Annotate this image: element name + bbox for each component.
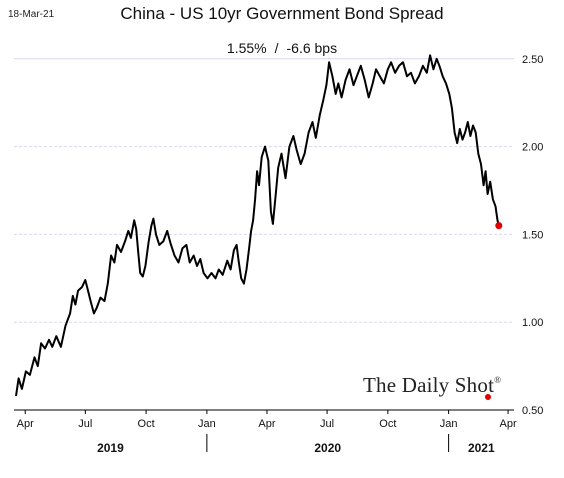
- x-tick-label: Oct: [379, 418, 396, 430]
- logo-text: The Daily Shot: [363, 373, 495, 397]
- y-tick-label: 1.50: [522, 229, 543, 241]
- date-stamp: 18-Mar-21: [8, 9, 55, 20]
- subtitle-value: 1.55%: [226, 40, 267, 56]
- chart-title: China - US 10yr Government Bond Spread: [120, 4, 444, 23]
- year-label: 2021: [468, 441, 495, 455]
- chart-subtitle: 1.55% / -6.6 bps: [0, 40, 564, 56]
- x-tick-label: Jan: [198, 418, 216, 430]
- logo-red-dot: [485, 394, 491, 400]
- y-tick-label: 2.50: [522, 54, 543, 66]
- y-tick-label: 0.50: [522, 405, 543, 417]
- x-tick-label: Apr: [258, 418, 275, 430]
- y-tick-label: 2.00: [522, 142, 543, 154]
- last-value-point: [495, 222, 503, 230]
- x-tick-label: Apr: [499, 418, 516, 430]
- x-tick-label: Apr: [17, 418, 34, 430]
- logo-registered-mark: ®: [494, 375, 502, 385]
- year-label: 2020: [314, 441, 341, 455]
- x-tick-label: Jul: [320, 418, 334, 430]
- subtitle-separator: /: [274, 40, 279, 56]
- x-tick-label: Jan: [440, 418, 458, 430]
- daily-shot-logo: The Daily Shot®: [363, 373, 501, 398]
- y-tick-label: 1.00: [522, 317, 543, 329]
- x-tick-label: Jul: [78, 418, 92, 430]
- x-tick-label: Oct: [138, 418, 155, 430]
- spread-series-line: [15, 54, 500, 397]
- subtitle-change: -6.6 bps: [286, 40, 338, 56]
- year-label: 2019: [97, 441, 124, 455]
